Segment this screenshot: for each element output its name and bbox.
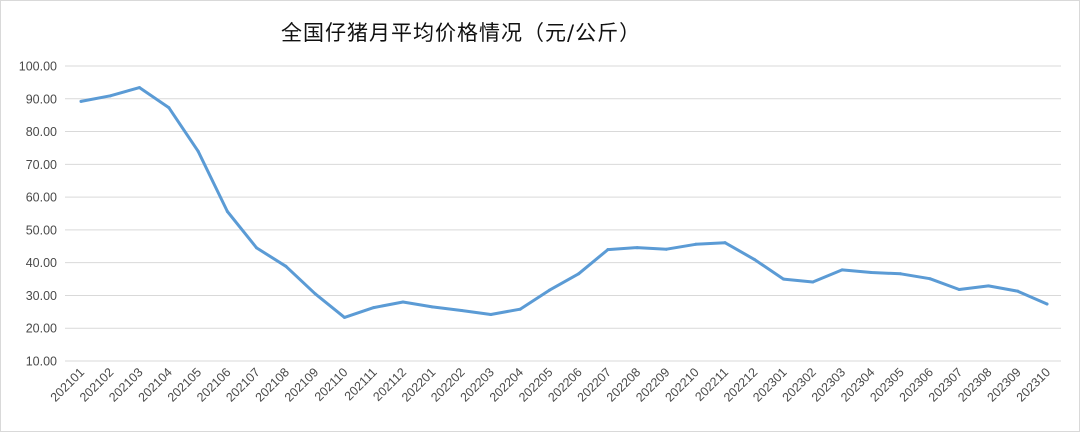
series-layer <box>79 86 1049 319</box>
data-point <box>723 241 727 245</box>
grid-layer <box>65 65 1061 362</box>
data-point <box>167 106 171 110</box>
data-point <box>547 288 551 292</box>
x-tick-label: 202110 <box>312 365 351 404</box>
data-point <box>372 306 376 310</box>
y-tick-label: 90.00 <box>26 92 57 106</box>
x-axis-ticks: 2021012021022021032021042021052021062021… <box>48 365 1053 404</box>
data-point <box>489 312 493 316</box>
data-point <box>1016 289 1020 293</box>
data-point <box>518 307 522 311</box>
series-line <box>79 86 1049 319</box>
data-point <box>1045 302 1049 306</box>
y-tick-label: 40.00 <box>26 256 57 270</box>
data-point <box>79 99 83 103</box>
data-point <box>752 257 756 261</box>
y-tick-label: 60.00 <box>26 191 57 205</box>
data-point <box>635 246 639 250</box>
data-point <box>782 277 786 281</box>
y-tick-label: 80.00 <box>26 125 57 139</box>
data-point <box>401 300 405 304</box>
data-point <box>313 292 317 296</box>
data-point <box>108 94 112 98</box>
data-point <box>342 315 346 319</box>
data-point <box>138 86 142 90</box>
y-tick-label: 30.00 <box>26 289 57 303</box>
data-point <box>196 149 200 153</box>
y-tick-label: 10.00 <box>26 355 57 369</box>
y-axis-ticks: 10.00 20.00 30.00 40.00 50.00 60.00 70.00 80.00… <box>19 60 57 369</box>
data-point <box>694 242 698 246</box>
data-point <box>664 247 668 251</box>
data-point <box>869 271 873 274</box>
data-point <box>577 272 581 276</box>
data-point <box>928 277 932 281</box>
y-tick-label: 50.00 <box>26 223 57 237</box>
y-tick-label: 20.00 <box>26 322 57 336</box>
data-point <box>840 268 844 272</box>
data-point <box>460 309 464 313</box>
data-point <box>811 280 815 284</box>
data-point <box>957 288 961 292</box>
y-tick-label: 100.00 <box>19 60 57 74</box>
data-point <box>255 246 259 250</box>
data-point <box>986 284 990 288</box>
chart-title: 全国仔猪月平均价格情况（元/公斤） <box>281 21 642 45</box>
data-point <box>430 305 434 309</box>
data-point <box>225 210 229 214</box>
data-point <box>606 248 610 252</box>
y-tick-label: 70.00 <box>26 158 57 172</box>
data-point <box>899 272 903 276</box>
data-point <box>284 264 288 268</box>
